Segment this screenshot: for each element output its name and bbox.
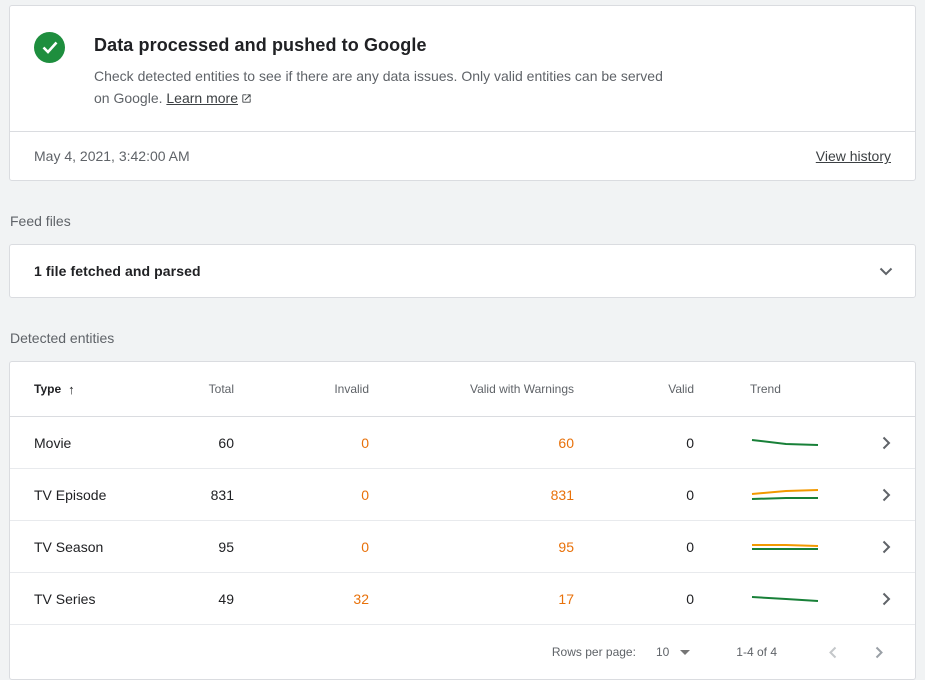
cell-total: 49 — [218, 590, 234, 607]
feed-files-section-label: Feed files — [10, 213, 71, 230]
column-header-total[interactable]: Total — [208, 382, 234, 397]
status-description-text: Check detected entities to see if there … — [94, 68, 663, 106]
cell-invalid: 0 — [361, 486, 369, 503]
sort-ascending-icon: ↑ — [68, 381, 75, 397]
table-header-row: Type ↑ Total Invalid Valid with Warnings… — [10, 362, 915, 418]
cell-type: TV Episode — [34, 486, 107, 503]
cell-valid: 0 — [686, 538, 694, 555]
column-header-valid[interactable]: Valid — [668, 382, 694, 397]
table-pagination: Rows per page: 10 1-4 of 4 — [10, 625, 915, 679]
cell-valid: 0 — [686, 590, 694, 607]
cell-type: TV Series — [34, 590, 96, 607]
cell-invalid: 32 — [353, 590, 369, 607]
column-header-valid-with-warnings[interactable]: Valid with Warnings — [469, 382, 574, 397]
success-check-icon — [34, 32, 65, 63]
cell-valid-with-warnings: 95 — [558, 538, 574, 555]
detected-entities-table: Type ↑ Total Invalid Valid with Warnings… — [9, 361, 916, 680]
feed-files-accordion[interactable]: 1 file fetched and parsed — [9, 244, 916, 299]
dropdown-arrow-icon — [680, 649, 691, 655]
table-row[interactable]: TV Episode 831 0 831 0 — [10, 469, 915, 522]
chevron-right-icon[interactable] — [851, 436, 891, 450]
cell-type: TV Season — [34, 538, 104, 555]
cell-valid: 0 — [686, 434, 694, 451]
status-title: Data processed and pushed to Google — [94, 35, 427, 55]
next-page-button[interactable] — [867, 640, 891, 664]
cell-valid-with-warnings: 60 — [558, 434, 574, 451]
trend-sparkline — [694, 485, 851, 505]
cell-valid-with-warnings: 17 — [558, 590, 574, 607]
previous-page-button[interactable] — [821, 640, 845, 664]
cell-total: 60 — [218, 434, 234, 451]
detected-entities-section-label: Detected entities — [10, 330, 115, 347]
chevron-right-icon[interactable] — [851, 488, 891, 502]
cell-invalid: 0 — [361, 538, 369, 555]
status-description: Check detected entities to see if there … — [94, 66, 669, 110]
view-history-link[interactable]: View history — [815, 148, 891, 165]
table-row[interactable]: TV Season 95 0 95 0 — [10, 521, 915, 574]
cell-valid: 0 — [686, 486, 694, 503]
table-row[interactable]: TV Series 49 32 17 0 — [10, 573, 915, 626]
table-row[interactable]: Movie 60 0 60 0 — [10, 417, 915, 470]
pagination-range: 1-4 of 4 — [736, 645, 777, 660]
learn-more-link[interactable]: Learn more — [166, 90, 252, 106]
last-processed-timestamp: May 4, 2021, 3:42:00 AM — [34, 148, 190, 165]
trend-sparkline — [694, 537, 851, 557]
trend-sparkline — [694, 589, 851, 609]
column-header-invalid[interactable]: Invalid — [334, 382, 369, 397]
external-link-icon — [241, 89, 252, 111]
rows-per-page-value: 10 — [655, 645, 670, 660]
cell-invalid: 0 — [361, 434, 369, 451]
trend-sparkline — [694, 433, 851, 453]
chevron-right-icon[interactable] — [851, 592, 891, 606]
chevron-down-icon — [879, 267, 893, 276]
cell-total: 95 — [218, 538, 234, 555]
chevron-right-icon[interactable] — [851, 540, 891, 554]
status-card: Data processed and pushed to Google Chec… — [9, 5, 916, 182]
column-header-trend: Trend — [750, 382, 781, 397]
feed-files-summary: 1 file fetched and parsed — [34, 263, 201, 280]
column-header-type[interactable]: Type ↑ — [34, 381, 75, 397]
cell-type: Movie — [34, 434, 72, 451]
cell-valid-with-warnings: 831 — [550, 486, 574, 503]
rows-per-page-select[interactable]: 10 — [655, 645, 691, 660]
rows-per-page-label: Rows per page: — [551, 645, 636, 660]
cell-total: 831 — [210, 486, 234, 503]
